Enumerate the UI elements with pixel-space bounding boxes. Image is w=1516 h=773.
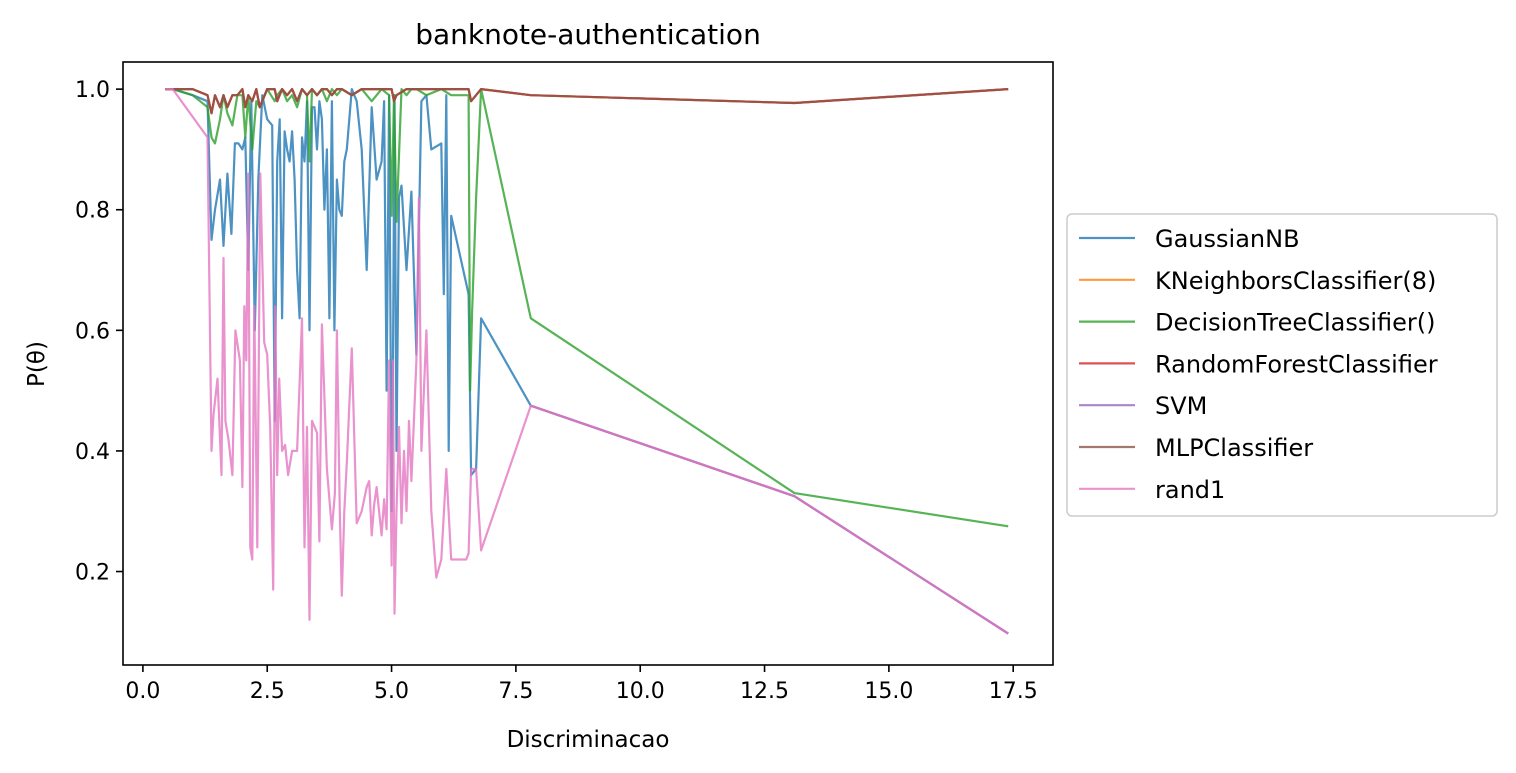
chart-title: banknote-authentication <box>415 18 761 51</box>
plot-frame <box>122 61 1054 666</box>
y-tick-label: 0.4 <box>75 440 110 465</box>
y-tick-label: 0.8 <box>75 199 110 224</box>
x-axis-title: Discriminacao <box>507 727 670 753</box>
series-line-mlpclassifier <box>165 87 1009 115</box>
legend-label-decisiontreeclassifier: DecisionTreeClassifier() <box>1155 309 1435 337</box>
x-tick-label: 17.5 <box>989 679 1038 704</box>
x-tick-label: 2.5 <box>250 679 285 704</box>
y-tick-label: 0.6 <box>75 319 110 344</box>
series-layer <box>165 87 1009 635</box>
legend-box <box>1066 213 1498 517</box>
y-tick-label: 0.2 <box>75 561 110 586</box>
legend-label-kneighborsclassifier-8: KNeighborsClassifier(8) <box>1155 267 1436 295</box>
legend-label-gaussiannb: GaussianNB <box>1155 225 1300 253</box>
legend-label-svm: SVM <box>1155 392 1207 420</box>
y-axis-title: P(θ) <box>24 341 50 387</box>
x-tick-label: 15.0 <box>864 679 913 704</box>
x-tick-label: 12.5 <box>740 679 789 704</box>
x-tick-label: 7.5 <box>498 679 533 704</box>
y-axis: 0.2 0.4 0.6 0.8 1.0 <box>75 78 123 586</box>
x-tick-label: 0.0 <box>125 679 160 704</box>
legend-label-rand1: rand1 <box>1155 476 1225 504</box>
legend-label-mlpclassifier: MLPClassifier <box>1155 434 1313 462</box>
legend-label-randomforestclassifier: RandomForestClassifier <box>1155 350 1438 378</box>
x-tick-label: 10.0 <box>616 679 665 704</box>
legend: GaussianNB KNeighborsClassifier(8) Decisio… <box>1066 213 1498 517</box>
x-tick-label: 5.0 <box>374 679 409 704</box>
series-line-rand1 <box>165 87 1009 635</box>
x-axis: 0.0 2.5 5.0 7.5 10.0 12.5 15.0 17.5 <box>125 665 1038 704</box>
y-tick-label: 1.0 <box>75 78 110 103</box>
